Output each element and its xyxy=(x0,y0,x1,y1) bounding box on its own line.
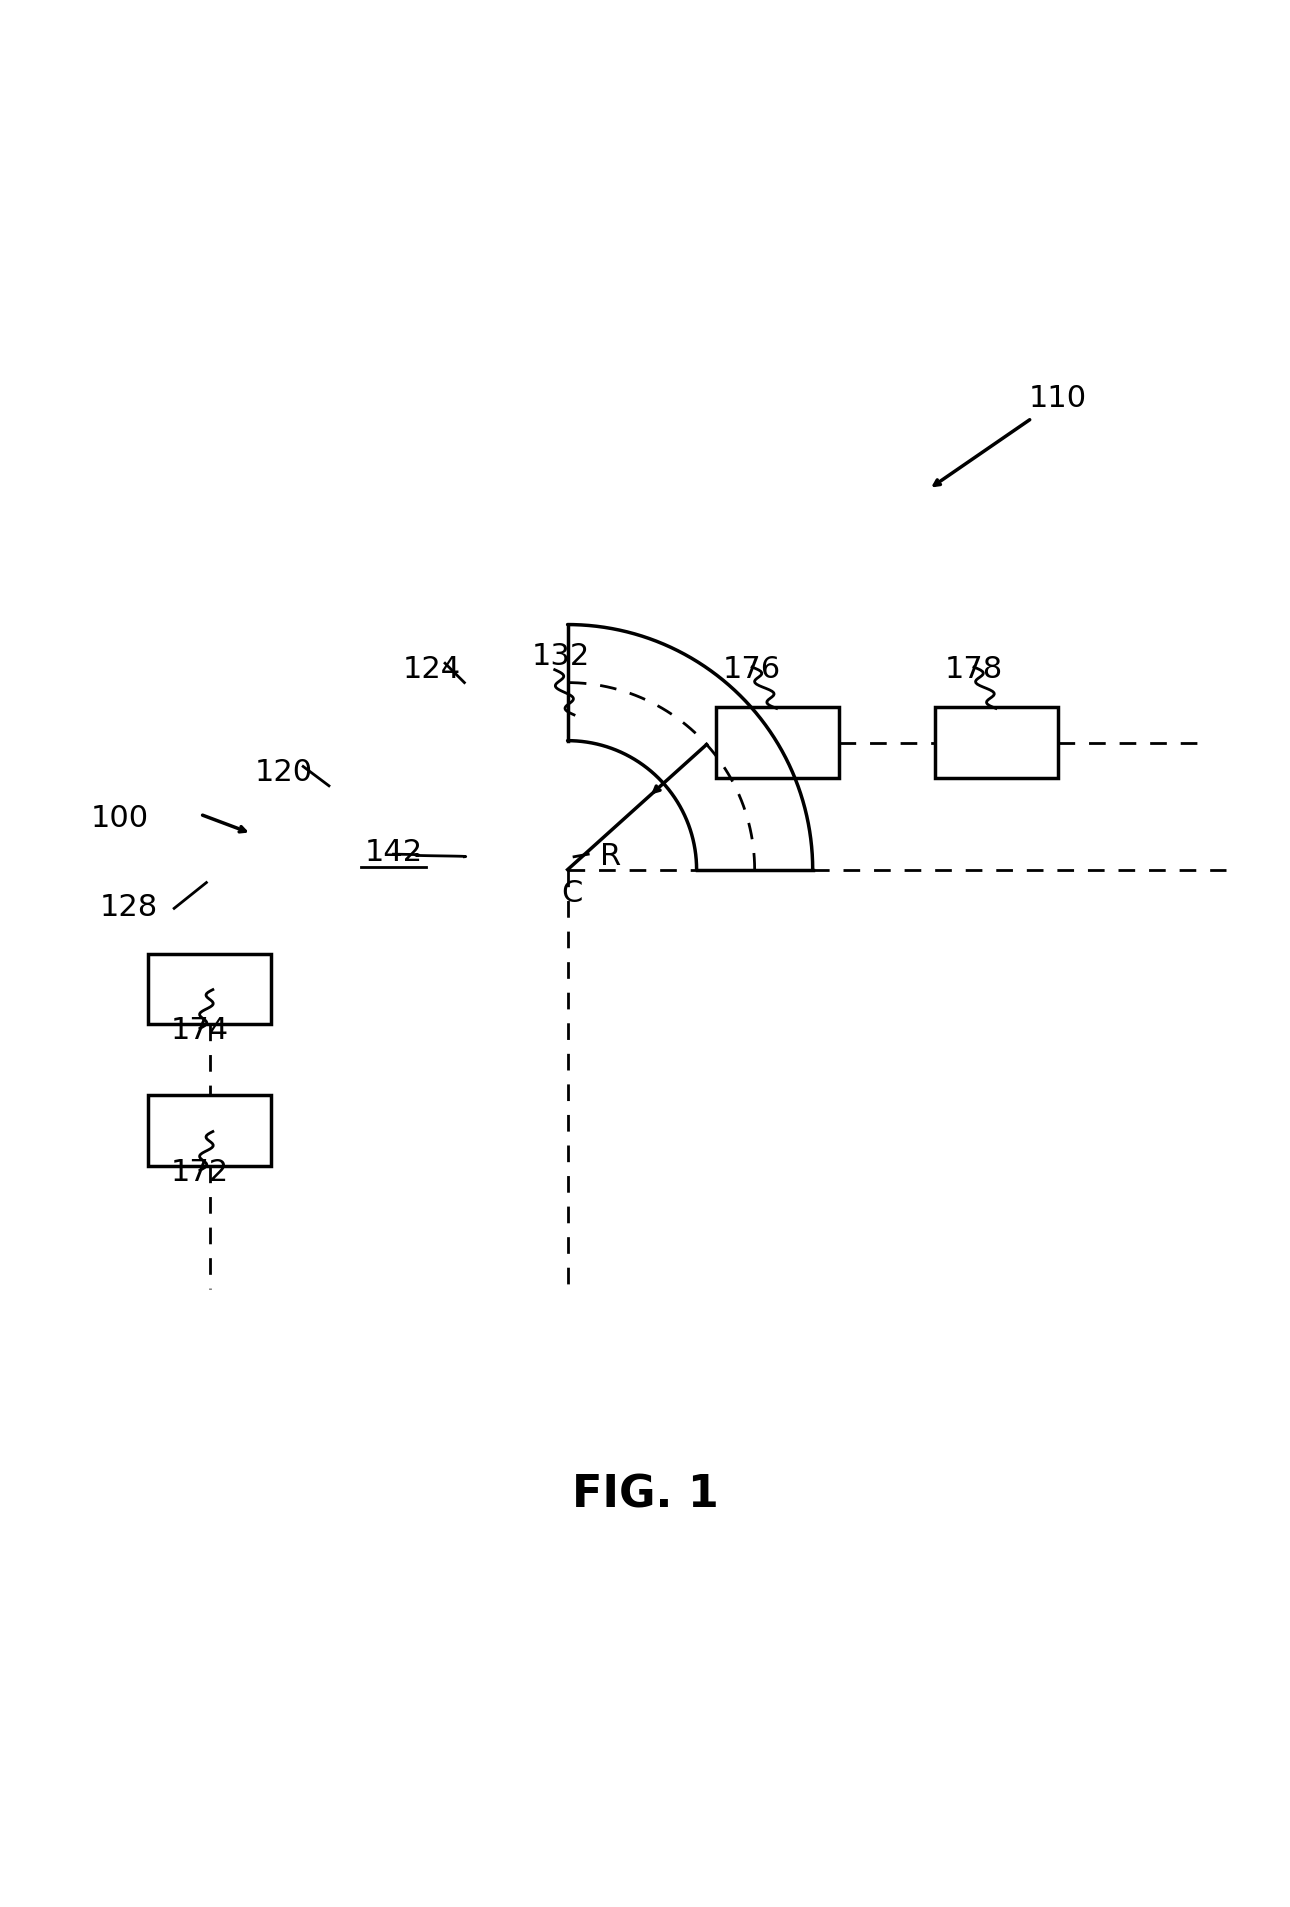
Text: 128: 128 xyxy=(99,892,159,921)
Text: 142: 142 xyxy=(364,839,423,868)
Text: FIG. 1: FIG. 1 xyxy=(571,1474,719,1516)
Text: 178: 178 xyxy=(944,656,1004,685)
Text: 174: 174 xyxy=(170,1016,230,1045)
Text: 110: 110 xyxy=(1028,385,1087,414)
Bar xyxy=(935,707,1058,778)
Text: 100: 100 xyxy=(90,803,148,833)
Text: 120: 120 xyxy=(254,759,313,788)
Text: 172: 172 xyxy=(170,1158,230,1188)
Text: 132: 132 xyxy=(531,643,591,671)
Text: 124: 124 xyxy=(402,656,462,685)
Bar xyxy=(716,707,838,778)
Bar xyxy=(148,954,271,1024)
Text: C: C xyxy=(561,879,582,908)
Text: 176: 176 xyxy=(722,656,782,685)
Bar xyxy=(148,1095,271,1167)
Text: R: R xyxy=(600,843,620,871)
